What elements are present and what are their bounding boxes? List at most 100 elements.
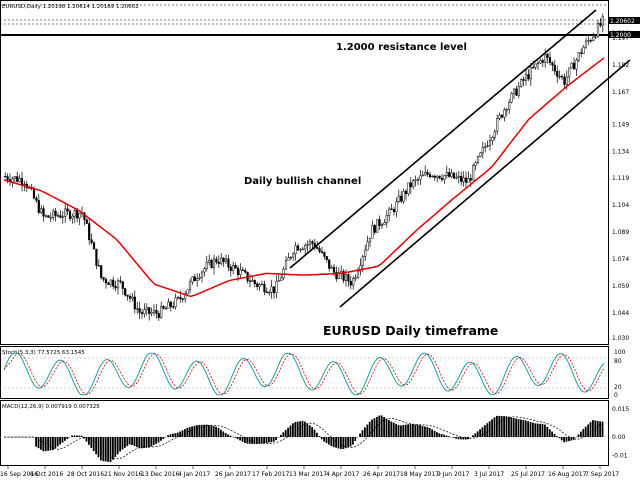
macd-bar [301, 420, 304, 437]
candle-body [340, 270, 343, 273]
macd-bar [335, 437, 337, 448]
candle-body [438, 175, 441, 179]
date-tick-label: 3 Jul 2017 [474, 471, 504, 478]
candle-body [448, 172, 451, 177]
candle-body [236, 267, 240, 275]
macd-bar [282, 432, 285, 437]
macd-bar [524, 420, 527, 437]
candle-body [126, 294, 129, 297]
macd-bar [76, 435, 78, 437]
macd-bar [196, 425, 198, 437]
macd-bar [445, 435, 448, 437]
macd-bar [167, 435, 169, 437]
candle-body [356, 270, 360, 278]
macd-bar [241, 437, 244, 442]
candle-body [104, 279, 108, 284]
candle-body [510, 93, 513, 103]
candle-body [546, 53, 549, 58]
macd-bar [294, 422, 297, 437]
candle-body [524, 74, 528, 81]
candle-body [42, 208, 45, 217]
macd-bar [484, 425, 486, 437]
macd-bar [546, 426, 549, 437]
candle-body [390, 208, 393, 210]
macd-bar [280, 434, 282, 437]
macd-bar [431, 429, 433, 437]
macd-bar [100, 437, 102, 461]
candle-body [520, 79, 523, 87]
candle-body [275, 281, 278, 294]
macd-bar [174, 433, 177, 437]
macd-signal-line [4, 416, 602, 460]
candle-body [64, 208, 67, 217]
candle-body [505, 109, 508, 111]
candle-body [575, 59, 578, 70]
macd-bar [56, 437, 59, 447]
macd-bar [296, 421, 299, 437]
macd-bar [251, 437, 253, 444]
macd-bar [277, 437, 280, 438]
macd-bar [73, 435, 76, 437]
candle-body [445, 172, 448, 176]
macd-bar [493, 417, 496, 437]
macd-bar [359, 433, 361, 437]
macd-bar [592, 420, 594, 437]
macd-bar [236, 437, 239, 440]
candle-body [352, 278, 355, 286]
candle-body [148, 307, 151, 314]
candle-body [328, 259, 331, 269]
macd-bar [239, 437, 241, 441]
candle-body [498, 114, 501, 119]
macd-bar [272, 437, 275, 442]
macd-bar [138, 437, 141, 449]
date-tick-label: 7 Sep 2017 [585, 471, 619, 478]
candle-body [500, 114, 504, 118]
macd-bar [414, 424, 417, 437]
candle-body [162, 306, 165, 309]
candle-body [181, 298, 184, 300]
macd-bar [222, 431, 225, 437]
macd-bar [140, 437, 143, 449]
candle-body [155, 309, 158, 314]
candle-body [16, 176, 19, 182]
candle-body [534, 63, 537, 68]
candle-body [460, 175, 463, 182]
macd-bar [517, 419, 520, 437]
candle-body [580, 52, 583, 54]
candle-body [527, 74, 530, 80]
candle-body [150, 312, 153, 314]
macd-bar [54, 437, 57, 449]
candle-body [589, 40, 592, 42]
candle-body [599, 23, 602, 26]
candle-body [47, 215, 50, 218]
candle-body [376, 219, 379, 233]
macd-bar [292, 423, 294, 437]
macd-bar [486, 423, 489, 437]
macd-bar [200, 424, 203, 437]
candle-body [556, 70, 559, 77]
candle-body [234, 265, 237, 269]
macd-bar [52, 437, 54, 451]
macd-bar [457, 437, 460, 440]
candle-body [359, 265, 362, 272]
macd-bar [520, 419, 522, 437]
candle-body [205, 262, 208, 269]
macd-bar [308, 425, 311, 437]
macd-bar [503, 416, 505, 437]
macd-bar [472, 435, 474, 437]
candle-body [169, 301, 172, 307]
macd-bar [508, 416, 510, 437]
candle-body [186, 289, 189, 295]
current-price-label: 1.20602 [610, 18, 635, 25]
candle-body [251, 280, 254, 282]
candle-body [152, 309, 156, 313]
macd-bar [160, 437, 162, 441]
macd-bar [515, 418, 517, 437]
candle-body [68, 210, 72, 219]
macd-bar [596, 420, 599, 437]
macd-bar [421, 425, 424, 437]
candle-body [548, 57, 552, 63]
macd-bar [59, 437, 61, 445]
candle-body [558, 75, 561, 78]
candle-body [392, 209, 396, 213]
